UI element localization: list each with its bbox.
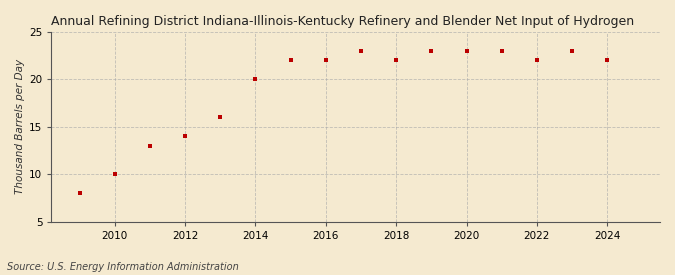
Point [496, 49, 507, 53]
Point [531, 58, 542, 63]
Point [461, 49, 472, 53]
Point [426, 49, 437, 53]
Point [566, 49, 577, 53]
Point [602, 58, 613, 63]
Point [215, 115, 225, 120]
Point [74, 191, 85, 196]
Point [180, 134, 190, 139]
Point [321, 58, 331, 63]
Text: Annual Refining District Indiana-Illinois-Kentucky Refinery and Blender Net Inpu: Annual Refining District Indiana-Illinoi… [51, 15, 634, 28]
Point [250, 77, 261, 82]
Point [144, 144, 155, 148]
Point [286, 58, 296, 63]
Text: Source: U.S. Energy Information Administration: Source: U.S. Energy Information Administ… [7, 262, 238, 272]
Point [391, 58, 402, 63]
Y-axis label: Thousand Barrels per Day: Thousand Barrels per Day [15, 59, 25, 194]
Point [356, 49, 367, 53]
Point [109, 172, 120, 177]
